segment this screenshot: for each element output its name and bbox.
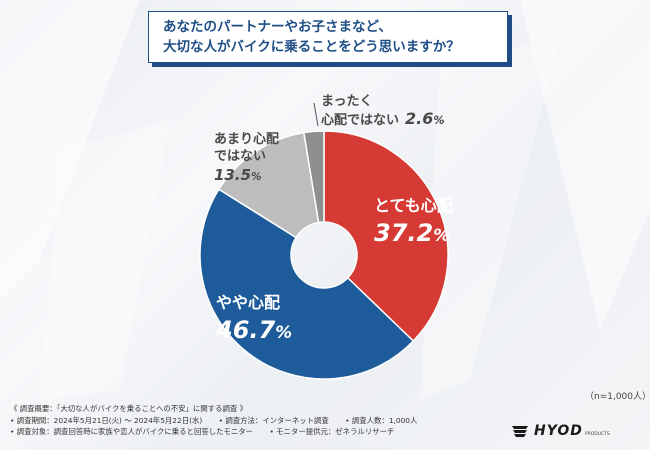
slice-totemo-shinpai	[323, 130, 449, 343]
slice-yaya-shinpai	[199, 188, 415, 380]
label-yaya-shinpai: やや心配 46.7%	[216, 293, 292, 346]
hyod-logo: HYOD PRODUCTS	[510, 420, 610, 442]
survey-method: • 調査方法：インターネット調査	[218, 415, 329, 425]
label-category-line-1: あまり心配	[214, 132, 280, 147]
label-value: 2.6%	[405, 109, 445, 128]
survey-summary: 《 調査概要：「大切な人がバイクを乗ることへの不安」に関する調査 》	[10, 404, 247, 413]
label-amari-shinpai-dewanai: あまり心配 ではない 13.5%	[214, 131, 279, 187]
survey-period: • 調査期間：2024年5月21日(火) ～ 2024年5月22日(水)	[10, 415, 203, 425]
logo-subtext: PRODUCTS	[584, 431, 610, 437]
hyod-mark-icon	[512, 426, 528, 437]
survey-details-row-2: • 調査対象：調査回答時に家族や恋人がバイクに乗ると回答したモニター • モニタ…	[10, 426, 417, 438]
label-category: とても心配	[374, 196, 453, 215]
label-value: 46.7%	[216, 316, 293, 344]
label-category-line-1: まったく	[321, 94, 373, 109]
logo-text: HYOD	[534, 423, 583, 439]
label-mattaku-shinpai-dewanai: まったく 心配ではない 2.6%	[321, 93, 445, 129]
slice-amari-shinpai-dewanai	[217, 131, 320, 239]
leader-line	[313, 102, 319, 127]
survey-footer: 《 調査概要：「大切な人がバイクを乗ることへの不安」に関する調査 》 • 調査期…	[10, 403, 417, 438]
slice-mattaku-shinpai-dewanai	[302, 130, 325, 224]
survey-count: • 調査人数：1,000人	[345, 415, 418, 425]
sample-size-note: （n=1,000人）	[585, 392, 650, 402]
question-title-line-2: 大切な人がバイクに乗ることをどう思いますか？	[163, 39, 460, 55]
question-title-box: あなたのパートナーやお子さまなど、 大切な人がバイクに乗ることをどう思いますか？	[148, 11, 508, 63]
label-category: やや心配	[216, 293, 281, 312]
survey-details-row-1: • 調査期間：2024年5月21日(火) ～ 2024年5月22日(水) • 調…	[10, 415, 417, 427]
label-totemo-shinpai: とても心配 37.2%	[374, 196, 453, 249]
survey-target: • 調査対象：調査回答時に家族や恋人がバイクに乗ると回答したモニター	[10, 427, 254, 436]
label-value: 37.2%	[374, 219, 451, 247]
question-title-line-1: あなたのパートナーやお子さまなど、	[163, 19, 392, 35]
survey-provider: • モニター提供元：ゼネラルリサーチ	[269, 427, 395, 436]
label-category-line-2: 心配ではない 2.6%	[321, 109, 445, 128]
label-category-line-2: ではない	[214, 149, 267, 164]
label-value: 13.5%	[214, 166, 262, 184]
